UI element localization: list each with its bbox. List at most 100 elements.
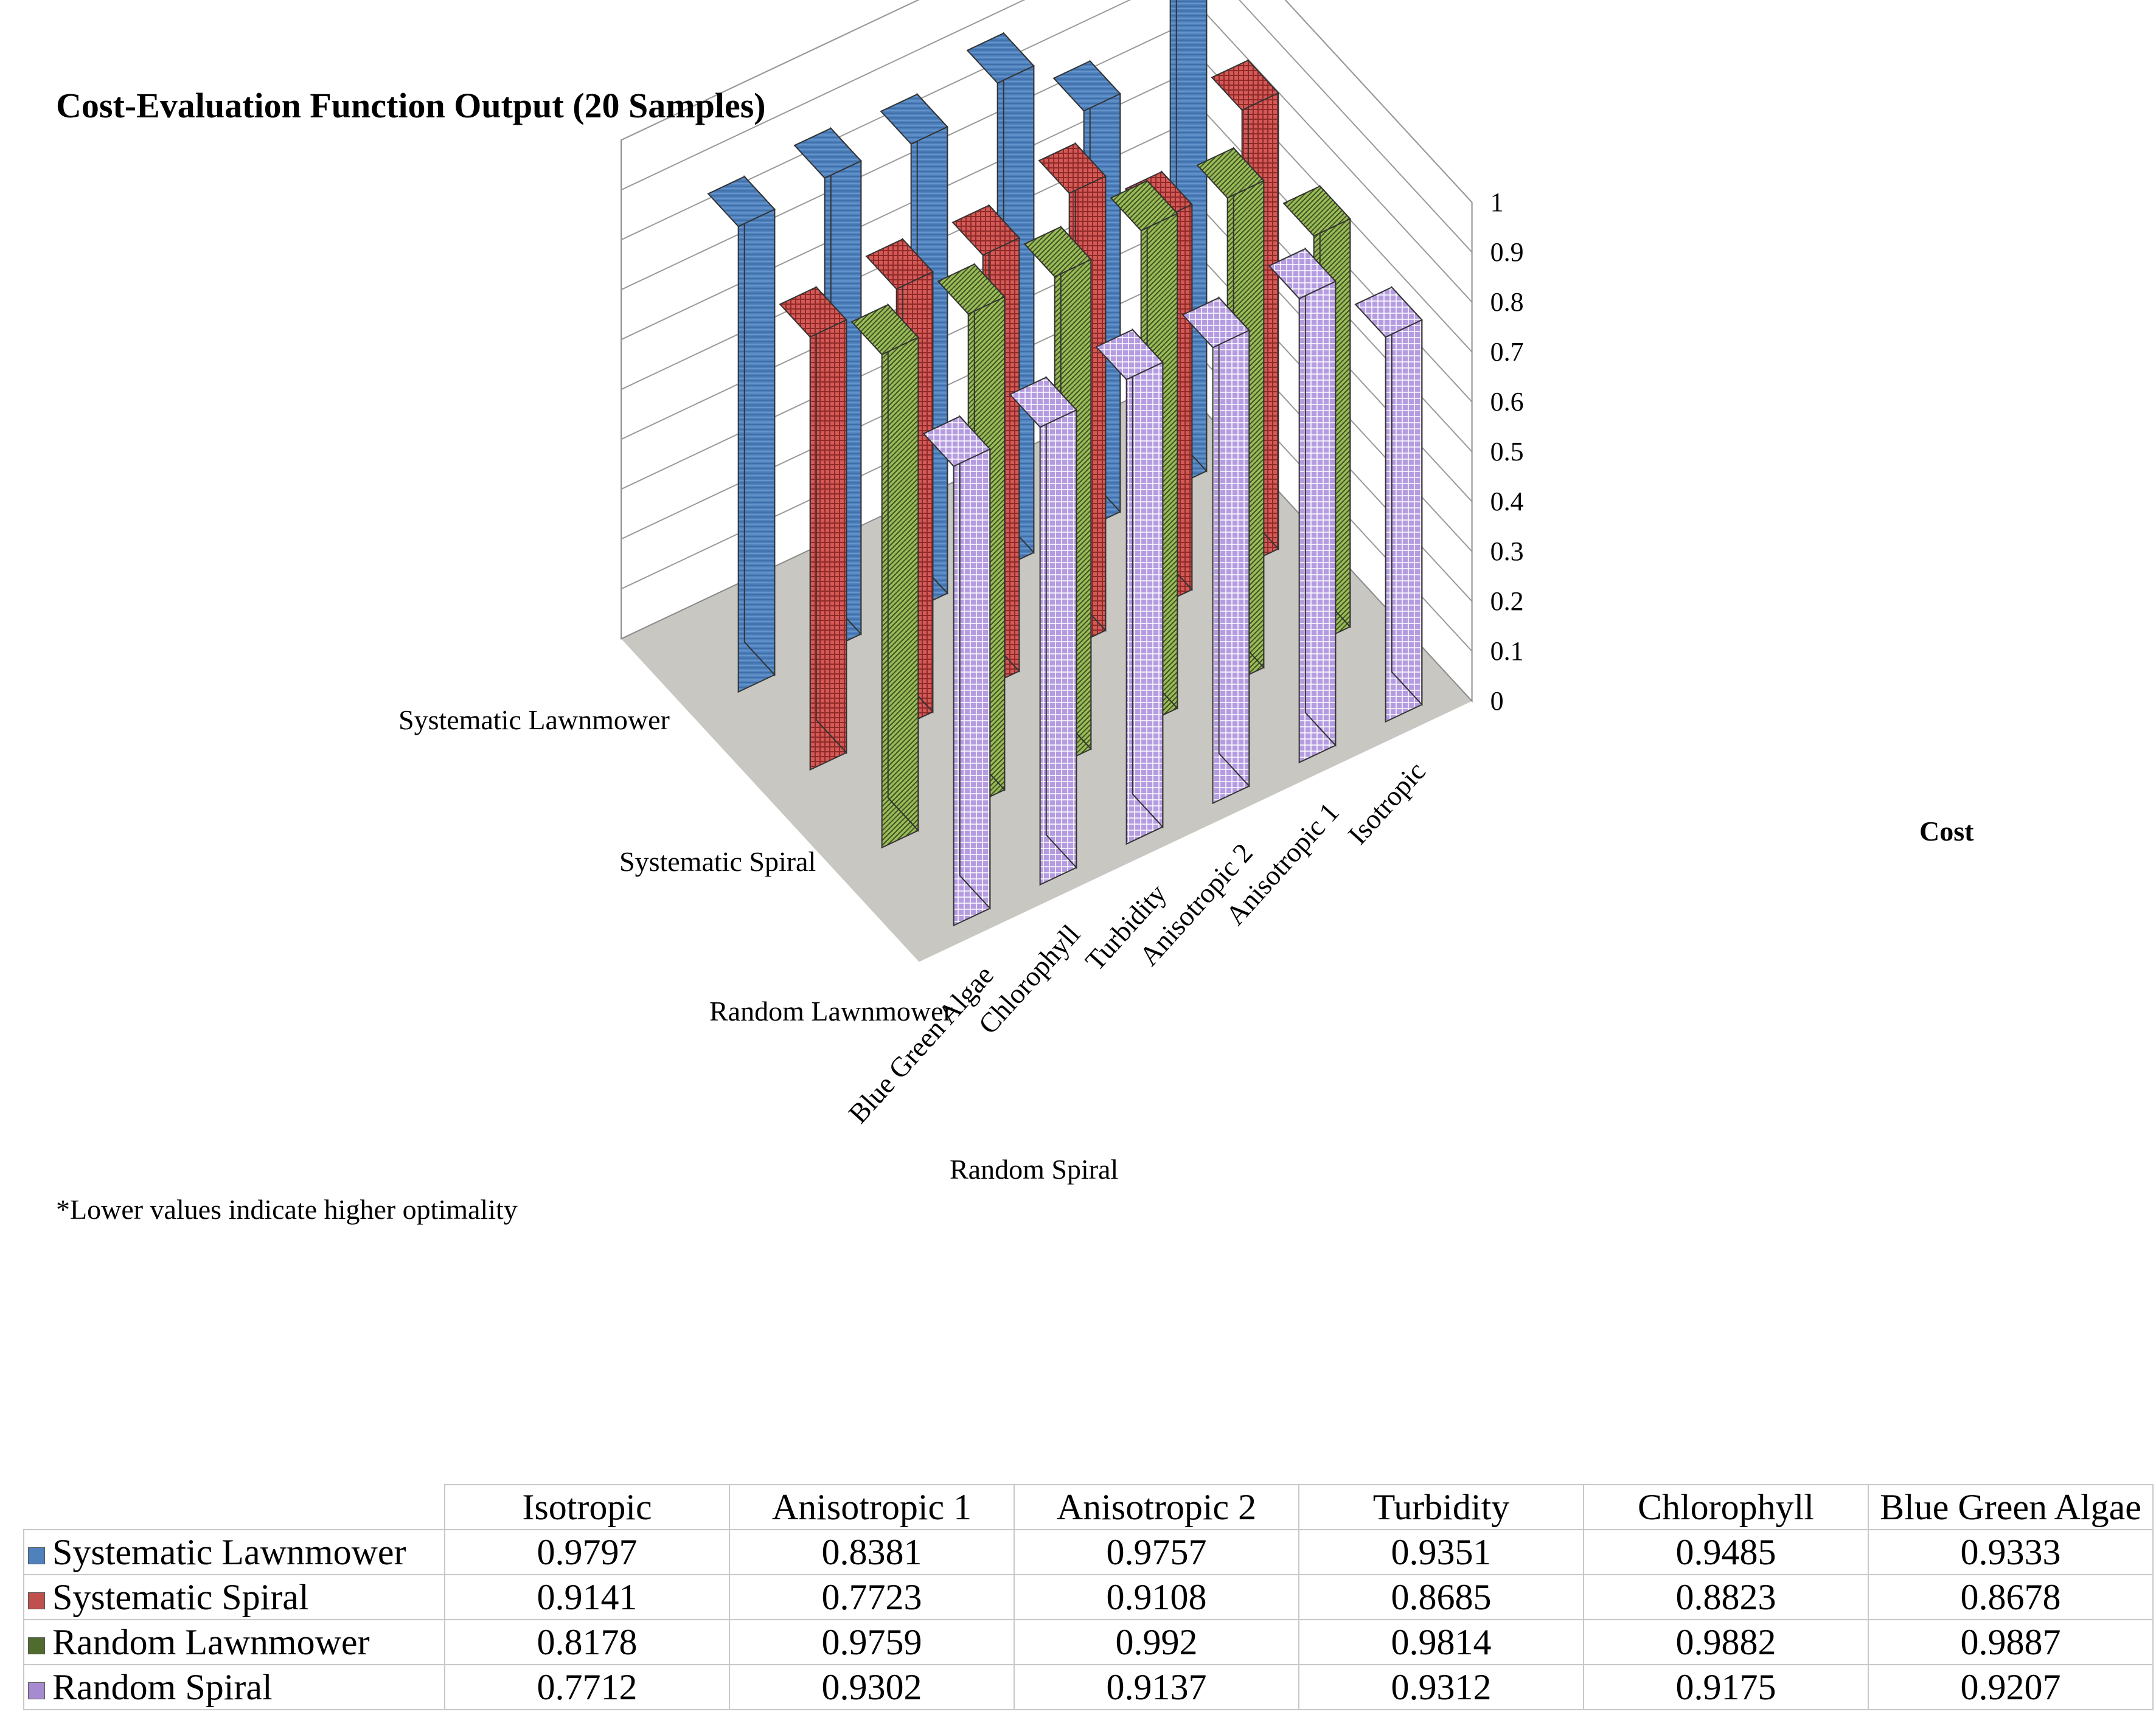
bar-top-face: [850, 303, 919, 356]
table-cell: 0.8381: [729, 1529, 1015, 1575]
legend-label: Random Spiral: [52, 1666, 273, 1707]
chart-title: Cost-Evaluation Function Output (20 Samp…: [56, 86, 766, 125]
table-corner: [24, 1485, 445, 1530]
gridline: [621, 0, 920, 141]
y-tick-label: 0.1: [1490, 636, 1524, 666]
bar-top-face: [1052, 60, 1121, 112]
y-tick-label: 1: [1490, 187, 1504, 217]
bar-0-5: [707, 175, 776, 693]
y-tick-label: 0.8: [1490, 286, 1524, 317]
table-cell: 0.9141: [444, 1574, 730, 1620]
bar-top-face: [1038, 142, 1107, 194]
table-row: Random Spiral 0.7712 0.9302 0.9137 0.931…: [23, 1664, 2154, 1710]
legend-entry-random-lawnmower: Random Lawnmower: [23, 1619, 445, 1665]
bar-side-face: [1045, 375, 1077, 870]
bar-top-face: [779, 286, 847, 338]
bar-3-4: [1009, 375, 1077, 886]
table-header-row: Isotropic Anisotropic 1 Anisotropic 2 Tu…: [24, 1484, 2154, 1530]
row-label-systematic-spiral: Systematic Spiral: [619, 846, 816, 877]
table-header-cell: Chlorophyll: [1583, 1484, 1869, 1530]
bar-top-face: [1009, 376, 1077, 428]
bar-top-face: [922, 415, 991, 467]
legend-swatch-green: [28, 1637, 45, 1654]
table-cell: 0.9887: [1868, 1619, 2154, 1665]
bar-3-1: [1268, 247, 1337, 764]
bar-3-2: [1181, 296, 1250, 805]
table-cell: 0.7712: [444, 1664, 730, 1710]
row-label-random-spiral: Random Spiral: [950, 1154, 1119, 1185]
legend-swatch-red: [28, 1592, 45, 1609]
data-table: Isotropic Anisotropic 1 Anisotropic 2 Tu…: [23, 1484, 2154, 1710]
legend-entry-random-spiral: Random Spiral: [23, 1664, 445, 1710]
table-cell: 0.9759: [729, 1619, 1015, 1665]
table-cell: 0.8178: [444, 1619, 730, 1665]
bar-top-face: [966, 32, 1035, 84]
bar-2-5: [850, 303, 919, 849]
row-label-systematic-lawnmower: Systematic Lawnmower: [398, 704, 670, 735]
table-cell: 0.992: [1014, 1619, 1299, 1665]
bar-side-face: [1391, 285, 1423, 707]
table-header-cell: Anisotropic 1: [729, 1484, 1015, 1530]
table-header-cell: Anisotropic 2: [1014, 1484, 1299, 1530]
table-cell: 0.8685: [1298, 1574, 1584, 1620]
table-cell: 0.9351: [1298, 1529, 1584, 1575]
table-cell: 0.9814: [1298, 1619, 1584, 1665]
bar-top-face: [793, 127, 862, 179]
table-cell: 0.9312: [1298, 1664, 1584, 1710]
y-tick-label: 0: [1490, 685, 1504, 716]
gridline: [1238, 0, 1473, 253]
bar-side-face: [887, 303, 919, 833]
table-cell: 0.9757: [1014, 1529, 1299, 1575]
bar-top-face: [1181, 297, 1250, 349]
table-cell: 0.9485: [1583, 1529, 1869, 1575]
bar-side-face: [959, 415, 991, 910]
table-row: Systematic Lawnmower 0.9797 0.8381 0.975…: [23, 1529, 2154, 1575]
table-cell: 0.8678: [1868, 1574, 2154, 1620]
bar-top-face: [1211, 59, 1279, 111]
legend-entry-systematic-spiral: Systematic Spiral: [23, 1574, 445, 1620]
bar-1-5: [779, 285, 847, 771]
y-tick-label: 0.7: [1490, 336, 1524, 367]
bar-top-face: [1023, 226, 1092, 278]
table-cell: 0.9333: [1868, 1529, 2154, 1575]
legend-label: Systematic Spiral: [52, 1576, 309, 1617]
bar-top-face: [1095, 328, 1164, 381]
legend-swatch-purple: [28, 1682, 45, 1699]
gridline: [1284, 0, 1473, 203]
table-row: Systematic Spiral 0.9141 0.7723 0.9108 0…: [23, 1574, 2154, 1620]
row-label-random-lawnmower: Random Lawnmower: [709, 996, 953, 1027]
footnote: *Lower values indicate higher optimality: [56, 1194, 518, 1225]
y-tick-label: 0.9: [1490, 237, 1524, 267]
bar-3-0: [1354, 285, 1423, 723]
table-cell: 0.9207: [1868, 1664, 2154, 1710]
legend-label: Systematic Lawnmower: [52, 1531, 406, 1572]
bar-top-face: [1110, 180, 1178, 232]
bar-side-face: [1304, 247, 1337, 747]
table-cell: 0.8823: [1583, 1574, 1869, 1620]
bar-side-face: [815, 285, 847, 755]
bar-top-face: [880, 93, 948, 145]
bar-side-face: [1132, 328, 1164, 829]
bar-top-face: [1196, 147, 1265, 199]
bar-top-face: [1354, 286, 1423, 338]
bar-top-face: [1282, 185, 1351, 237]
gridline: [621, 0, 1026, 191]
table-header-cell: Turbidity: [1298, 1484, 1584, 1530]
table-row: Random Lawnmower 0.8178 0.9759 0.992 0.9…: [23, 1619, 2154, 1665]
bar-3-3: [1095, 328, 1164, 845]
chart-bars: [707, 0, 1423, 927]
bar-top-face: [865, 238, 934, 290]
gridline: [621, 78, 1175, 341]
bar-side-face: [1218, 296, 1250, 788]
z-axis-title: Cost: [1919, 816, 1974, 847]
y-tick-label: 0.2: [1490, 586, 1524, 616]
legend-entry-systematic-lawnmower: Systematic Lawnmower: [23, 1529, 445, 1575]
table-cell: 0.9108: [1014, 1574, 1299, 1620]
table-cell: 0.9797: [444, 1529, 730, 1575]
legend-swatch-blue: [28, 1547, 45, 1564]
gridline: [1192, 0, 1473, 303]
table-cell: 0.9302: [729, 1664, 1015, 1710]
table-header-cell: Isotropic: [444, 1484, 730, 1530]
table-cell: 0.9175: [1583, 1664, 1869, 1710]
